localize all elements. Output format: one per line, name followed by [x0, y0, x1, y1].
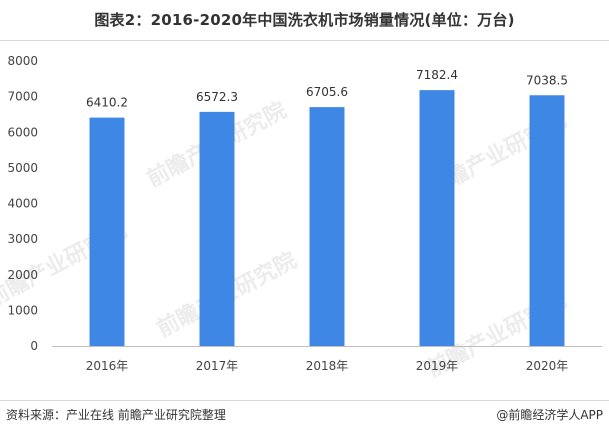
- data-label-3: 6705.6: [306, 85, 348, 99]
- credit-note: @前瞻经济学人APP: [496, 408, 603, 422]
- bar-1: [89, 117, 125, 346]
- x-tick-label-3: 2018年: [306, 359, 349, 373]
- y-axis: 0 1000 2000 3000 4000 5000 6000 7000 8000: [7, 54, 38, 353]
- y-tick-label: 4000: [7, 197, 38, 211]
- chart-title: 图表2：2016-2020年中国洗衣机市场销量情况(单位：万台): [94, 11, 515, 29]
- bar-2: [199, 111, 235, 346]
- y-tick-label: 2000: [7, 268, 38, 282]
- y-tick-label: 7000: [7, 90, 38, 104]
- data-label-1: 6410.2: [86, 96, 128, 110]
- y-tick-label: 8000: [7, 54, 38, 68]
- bars-group: [89, 90, 565, 346]
- x-tick-label-5: 2020年: [526, 359, 569, 373]
- data-label-2: 6572.3: [196, 90, 238, 104]
- bar-4: [419, 90, 455, 346]
- data-label-5: 7038.5: [526, 73, 568, 87]
- y-tick-label: 1000: [7, 303, 38, 317]
- bar-chart: 前瞻产业研究院前瞻产业研究院前瞻产业研究院前瞻产业研究院前瞻产业研究院 0 100…: [0, 54, 602, 382]
- y-tick-label: 5000: [7, 161, 38, 175]
- data-label-4: 7182.4: [416, 68, 458, 82]
- y-tick-label: 0: [30, 339, 38, 353]
- x-tick-label-2: 2017年: [196, 359, 239, 373]
- x-axis: 2016年 2017年 2018年 2019年 2020年: [52, 346, 602, 373]
- x-tick-label-1: 2016年: [86, 359, 129, 373]
- y-tick-label: 6000: [7, 125, 38, 139]
- source-note: 资料来源：产业在线 前瞻产业研究院整理: [6, 408, 226, 422]
- x-tick-label-4: 2019年: [416, 359, 459, 373]
- footer-divider: [0, 400, 609, 401]
- watermark-layer: 前瞻产业研究院前瞻产业研究院前瞻产业研究院前瞻产业研究院前瞻产业研究院: [0, 97, 571, 382]
- bar-5: [529, 95, 565, 346]
- bar-3: [309, 107, 345, 346]
- title-divider: [0, 40, 609, 41]
- y-tick-label: 3000: [7, 232, 38, 246]
- data-labels-group: 6410.2 6572.3 6705.6 7182.4 7038.5: [86, 68, 568, 110]
